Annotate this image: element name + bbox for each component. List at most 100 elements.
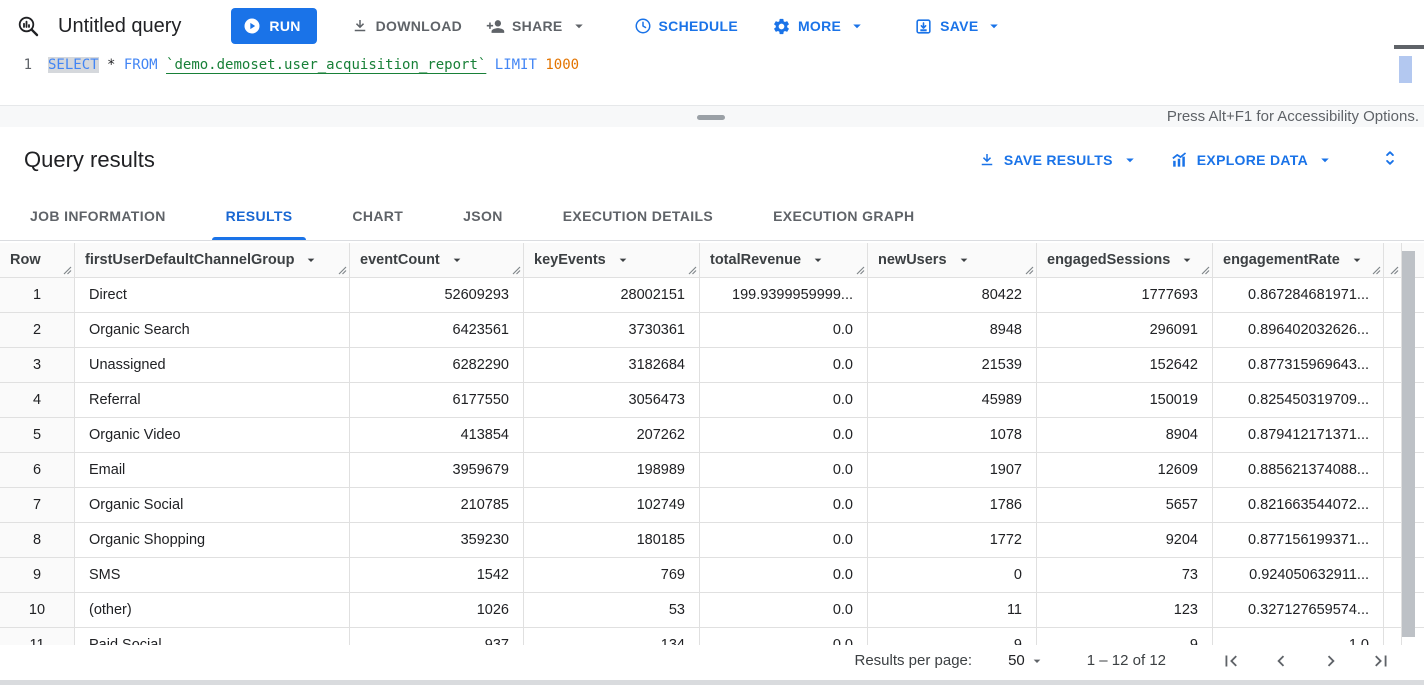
cell-newUsers: 8948 (868, 313, 1037, 347)
column-header-firstUserDefaultChannelGroup[interactable]: firstUserDefaultChannelGroup (75, 243, 350, 277)
cell-engagementRate: 0.879412171371... (1213, 418, 1384, 452)
column-label: newUsers (878, 252, 947, 268)
resize-handle-icon[interactable] (856, 266, 865, 275)
save-icon (916, 18, 931, 34)
resize-handle-icon[interactable] (1372, 266, 1381, 275)
last-page-icon (1375, 655, 1387, 666)
collapse-panel-button[interactable] (1380, 148, 1400, 172)
column-header-engagementRate[interactable]: engagementRate (1213, 243, 1384, 277)
cell-newUsers: 21539 (868, 348, 1037, 382)
cell-engagedSessions: 5657 (1037, 488, 1213, 522)
cell-keyEvents: 3730361 (524, 313, 700, 347)
caret-down-icon (853, 24, 861, 29)
row-number: 1 (0, 278, 75, 312)
cell-firstUserDefaultChannelGroup: SMS (75, 558, 350, 592)
caret-down-icon (453, 258, 461, 262)
save-button[interactable]: SAVE (902, 8, 1015, 44)
cell-eventCount: 52609293 (350, 278, 524, 312)
cell-eventCount: 1026 (350, 593, 524, 627)
sql-keyword-from: FROM (123, 57, 158, 73)
schedule-button[interactable]: SCHEDULE (622, 8, 750, 44)
cell-totalRevenue: 0.0 (700, 313, 868, 347)
tab-execution-details[interactable]: EXECUTION DETAILS (562, 208, 714, 224)
cell-newUsers: 1078 (868, 418, 1037, 452)
share-button[interactable]: SHARE (474, 8, 600, 44)
resize-handle-icon[interactable] (512, 266, 521, 275)
run-button[interactable]: RUN (231, 8, 317, 44)
cell-newUsers: 0 (868, 558, 1037, 592)
row-number: 10 (0, 593, 75, 627)
cell-totalRevenue: 0.0 (700, 628, 868, 645)
table-row: 3 Unassigned 6282290 3182684 0.0 21539 152642 0… (0, 348, 1424, 383)
resize-handle-icon[interactable] (1025, 266, 1034, 275)
tab-results[interactable]: RESULTS (196, 192, 323, 240)
cell-engagementRate: 0.924050632911... (1213, 558, 1384, 592)
person-add-icon (486, 19, 505, 33)
resize-handle-icon[interactable] (63, 266, 72, 275)
splitter-drag-handle[interactable] (697, 115, 725, 120)
editor-scrollbar-thumb[interactable] (1399, 56, 1412, 83)
column-label: Row (10, 252, 41, 268)
tab-execution-graph[interactable]: EXECUTION GRAPH (773, 208, 915, 224)
cell-filler (1384, 453, 1402, 487)
cell-newUsers: 45989 (868, 383, 1037, 417)
tab-chart[interactable]: CHART (352, 208, 404, 224)
column-label: keyEvents (534, 252, 606, 268)
cell-eventCount: 359230 (350, 523, 524, 557)
page-size-select[interactable]: 50 (1008, 652, 1045, 669)
column-header-keyEvents[interactable]: keyEvents (524, 243, 700, 277)
cell-totalRevenue: 0.0 (700, 348, 868, 382)
cell-engagedSessions: 9204 (1037, 523, 1213, 557)
chevron-left-icon (1277, 655, 1285, 666)
download-icon (354, 20, 365, 32)
query-toolbar: Untitled query RUN DOWNLOAD SHARE SCHEDU… (0, 0, 1424, 52)
column-header-newUsers[interactable]: newUsers (868, 243, 1037, 277)
cell-newUsers: 11 (868, 593, 1037, 627)
column-header-engagedSessions[interactable]: engagedSessions (1037, 243, 1213, 277)
resize-handle-icon[interactable] (1201, 266, 1210, 275)
query-results-title: Query results (24, 146, 155, 172)
cell-keyEvents: 3056473 (524, 383, 700, 417)
next-page-button[interactable] (1306, 648, 1356, 674)
sql-limit-value: 1000 (545, 57, 580, 73)
cell-engagementRate: 0.327127659574... (1213, 593, 1384, 627)
tab-json[interactable]: JSON (463, 208, 503, 224)
column-header-eventCount[interactable]: eventCount (350, 243, 524, 277)
column-header-totalRevenue[interactable]: totalRevenue (700, 243, 868, 277)
download-button[interactable]: DOWNLOAD (339, 8, 474, 44)
cell-totalRevenue: 0.0 (700, 488, 868, 522)
cell-filler (1384, 418, 1402, 452)
cell-firstUserDefaultChannelGroup: (other) (75, 593, 350, 627)
explore-data-button[interactable]: EXPLORE DATA (1169, 150, 1334, 170)
cell-firstUserDefaultChannelGroup: Email (75, 453, 350, 487)
last-page-button[interactable] (1356, 648, 1406, 674)
sql-editor[interactable]: 1 SELECT * FROM `demo.demoset.user_acqui… (0, 45, 1424, 105)
cell-engagedSessions: 150019 (1037, 383, 1213, 417)
cell-newUsers: 9 (868, 628, 1037, 645)
cell-eventCount: 1542 (350, 558, 524, 592)
horizontal-scrollbar[interactable] (0, 680, 1424, 685)
row-number: 6 (0, 453, 75, 487)
resize-handle-icon[interactable] (338, 266, 347, 275)
results-tab-bar: JOB INFORMATION RESULTS CHART JSON EXECU… (0, 192, 1424, 241)
save-results-button[interactable]: SAVE RESULTS (978, 151, 1139, 169)
sql-table-ref[interactable]: `demo.demoset.user_acquisition_report` (166, 57, 487, 73)
resize-handle-icon[interactable] (1390, 266, 1399, 275)
column-header-row[interactable]: Row (0, 243, 75, 277)
previous-page-button[interactable] (1256, 648, 1306, 674)
cell-engagedSessions: 8904 (1037, 418, 1213, 452)
save-label: SAVE (940, 18, 979, 34)
table-row: 5 Organic Video 413854 207262 0.0 1078 8904 0.8… (0, 418, 1424, 453)
tab-job-information[interactable]: JOB INFORMATION (30, 208, 166, 224)
sql-keyword-limit: LIMIT (494, 57, 537, 73)
cell-keyEvents: 134 (524, 628, 700, 645)
table-row: 4 Referral 6177550 3056473 0.0 45989 150019 0.8… (0, 383, 1424, 418)
first-page-button[interactable] (1206, 648, 1256, 674)
cell-keyEvents: 198989 (524, 453, 700, 487)
resize-handle-icon[interactable] (688, 266, 697, 275)
vertical-scrollbar[interactable] (1402, 251, 1415, 637)
save-results-label: SAVE RESULTS (1003, 151, 1113, 168)
more-button[interactable]: MORE (760, 8, 878, 44)
column-label: firstUserDefaultChannelGroup (85, 252, 295, 268)
first-page-icon (1225, 655, 1237, 666)
